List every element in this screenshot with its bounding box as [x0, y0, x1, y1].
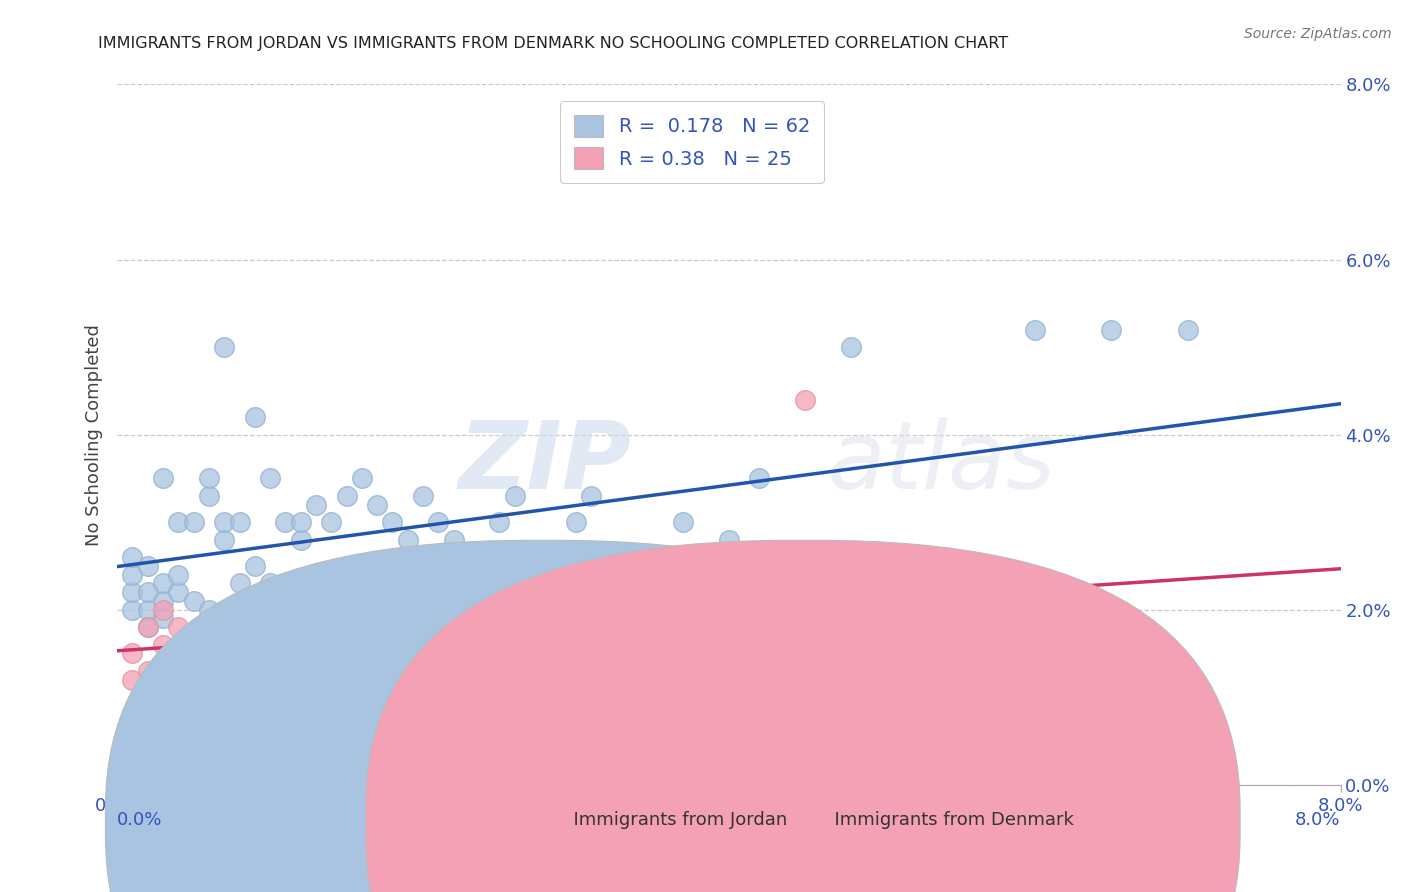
Point [167, 620, 190, 634]
Point [412, 620, 434, 634]
Point [136, 620, 159, 634]
Point [167, 515, 190, 529]
Point [488, 638, 510, 652]
Text: 8.0%: 8.0% [1295, 812, 1340, 830]
Point [198, 602, 221, 616]
Point [641, 620, 664, 634]
Point [948, 558, 970, 573]
Point [136, 558, 159, 573]
Point [212, 533, 235, 547]
Point [748, 471, 770, 485]
Point [121, 673, 143, 687]
Point [121, 602, 143, 616]
Y-axis label: No Schooling Completed: No Schooling Completed [86, 324, 103, 546]
Point [321, 515, 343, 529]
Point [212, 664, 235, 678]
Point [610, 558, 633, 573]
Point [565, 647, 588, 661]
Point [183, 638, 205, 652]
Point [243, 638, 266, 652]
Point [152, 594, 174, 608]
Point [321, 611, 343, 625]
Point [136, 620, 159, 634]
Point [534, 558, 557, 573]
Point [519, 558, 541, 573]
Point [717, 533, 740, 547]
Point [228, 576, 250, 591]
Point [581, 489, 603, 503]
Point [457, 602, 479, 616]
Point [1177, 322, 1199, 336]
Point [412, 489, 434, 503]
Point [136, 585, 159, 599]
Point [381, 629, 404, 643]
Point [183, 515, 205, 529]
Point [228, 515, 250, 529]
Point [870, 576, 893, 591]
Text: atlas: atlas [827, 417, 1054, 508]
Point [503, 489, 526, 503]
Point [274, 647, 297, 661]
Point [1024, 322, 1046, 336]
Point [443, 533, 465, 547]
Text: 0.0%: 0.0% [117, 812, 163, 830]
Point [121, 567, 143, 582]
Point [198, 647, 221, 661]
Point [183, 594, 205, 608]
Point [366, 498, 388, 512]
Point [152, 602, 174, 616]
Point [152, 638, 174, 652]
Point [212, 515, 235, 529]
Point [839, 340, 862, 354]
Point [259, 471, 281, 485]
Text: ZIP: ZIP [458, 417, 631, 508]
Point [167, 655, 190, 669]
Point [1099, 690, 1122, 705]
Point [274, 515, 297, 529]
Point [121, 647, 143, 661]
Point [305, 498, 328, 512]
Point [228, 629, 250, 643]
Point [152, 611, 174, 625]
Text: Immigrants from Jordan: Immigrants from Jordan [562, 812, 787, 830]
Point [243, 558, 266, 573]
Point [167, 567, 190, 582]
Point [152, 471, 174, 485]
Point [794, 558, 817, 573]
Point [472, 558, 495, 573]
Point [243, 410, 266, 425]
Point [121, 585, 143, 599]
Point [136, 602, 159, 616]
Point [350, 471, 373, 485]
Point [152, 576, 174, 591]
Point [290, 629, 312, 643]
Point [396, 533, 419, 547]
Point [381, 515, 404, 529]
Point [121, 550, 143, 565]
Text: Source: ZipAtlas.com: Source: ZipAtlas.com [1244, 27, 1392, 41]
Point [488, 515, 510, 529]
Point [212, 340, 235, 354]
Point [565, 515, 588, 529]
Point [350, 647, 373, 661]
Point [259, 576, 281, 591]
Point [427, 515, 450, 529]
Point [198, 489, 221, 503]
Point [335, 638, 357, 652]
Point [672, 515, 695, 529]
Text: IMMIGRANTS FROM JORDAN VS IMMIGRANTS FROM DENMARK NO SCHOOLING COMPLETED CORRELA: IMMIGRANTS FROM JORDAN VS IMMIGRANTS FRO… [98, 36, 1008, 51]
Point [136, 664, 159, 678]
Legend: R =  0.178   N = 62, R = 0.38   N = 25: R = 0.178 N = 62, R = 0.38 N = 25 [561, 101, 824, 183]
Point [167, 585, 190, 599]
Point [198, 471, 221, 485]
Text: Immigrants from Denmark: Immigrants from Denmark [823, 812, 1073, 830]
Point [335, 489, 357, 503]
Point [794, 392, 817, 407]
Point [290, 515, 312, 529]
Point [259, 629, 281, 643]
Point [290, 533, 312, 547]
Point [1099, 322, 1122, 336]
